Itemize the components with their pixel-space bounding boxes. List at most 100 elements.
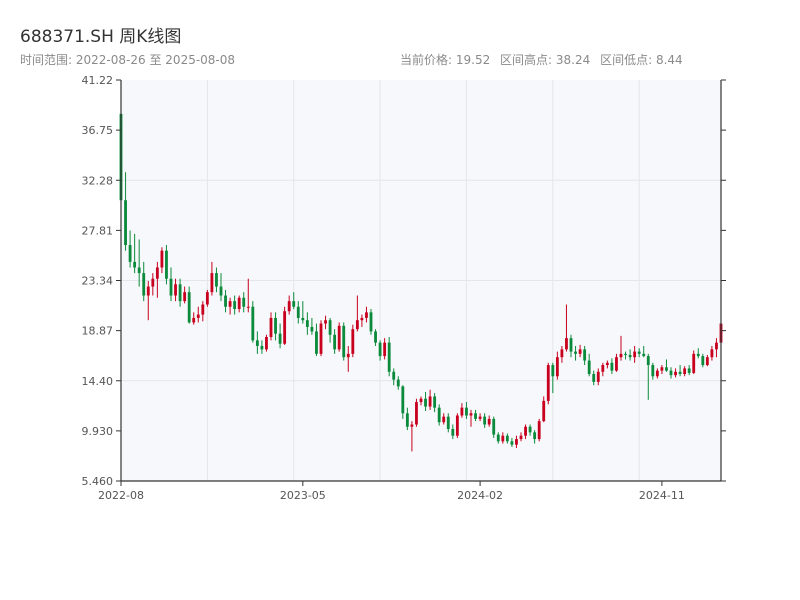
candle-body bbox=[283, 311, 287, 344]
candle-body bbox=[619, 353, 623, 358]
candle-body bbox=[646, 356, 650, 366]
candle-down bbox=[142, 261, 146, 302]
candle-down bbox=[124, 172, 127, 251]
x-tick-label: 2023-05 bbox=[280, 489, 326, 502]
candle-body bbox=[483, 416, 487, 425]
candle-body bbox=[710, 349, 714, 358]
y-axis-labels: 41.22 36.75 32.28 27.81 23.34 18.87 14.40 9.930… bbox=[82, 74, 114, 488]
x-tick-label: 2024-11 bbox=[639, 489, 685, 502]
candle-up bbox=[269, 312, 273, 341]
candle-down bbox=[574, 345, 577, 361]
candle-body bbox=[151, 278, 155, 287]
candle-body bbox=[310, 326, 314, 332]
candle-down bbox=[474, 409, 477, 422]
candle-up bbox=[578, 344, 582, 358]
candle-down bbox=[274, 312, 277, 341]
candle-up bbox=[192, 312, 196, 325]
candle-body bbox=[505, 435, 509, 442]
candle-body bbox=[428, 396, 432, 407]
y-tick-label: 23.34 bbox=[82, 275, 114, 288]
candle-up bbox=[246, 278, 250, 313]
candle-up bbox=[283, 306, 287, 345]
current-price: 当前价格: 19.52 bbox=[400, 53, 491, 67]
candle-down bbox=[637, 348, 641, 358]
candle-up bbox=[237, 295, 241, 313]
candle-down bbox=[251, 301, 255, 343]
candle-body bbox=[492, 418, 496, 435]
candle-down bbox=[451, 424, 455, 440]
candles bbox=[119, 113, 723, 452]
candle-up bbox=[537, 418, 541, 442]
candle-down bbox=[301, 301, 305, 324]
candle-down bbox=[669, 367, 673, 379]
candle-up bbox=[419, 396, 423, 406]
candle-body bbox=[224, 295, 227, 307]
candle-up bbox=[196, 306, 200, 323]
candle-body bbox=[624, 353, 627, 355]
candle-up bbox=[319, 320, 323, 357]
candle-down bbox=[310, 317, 314, 335]
candle-body bbox=[237, 297, 241, 309]
candle-up bbox=[555, 351, 559, 380]
candle-down bbox=[569, 334, 573, 358]
candle-body bbox=[315, 331, 318, 354]
candle-body bbox=[601, 365, 605, 372]
candle-down bbox=[651, 362, 655, 380]
candle-up bbox=[360, 314, 364, 327]
candle-body bbox=[196, 314, 200, 318]
candle-body bbox=[683, 368, 687, 375]
candle-up bbox=[442, 413, 446, 425]
candle-up bbox=[524, 424, 527, 440]
candle-body bbox=[205, 292, 209, 305]
candle-up bbox=[228, 297, 232, 315]
candle-body bbox=[201, 304, 205, 315]
candle-body bbox=[401, 386, 405, 414]
candle-down bbox=[255, 331, 259, 354]
candle-down bbox=[242, 292, 246, 313]
candle-down bbox=[483, 413, 487, 428]
candle-up bbox=[710, 345, 714, 361]
candle-body bbox=[415, 402, 418, 425]
candle-up bbox=[183, 286, 187, 304]
candle-down bbox=[260, 340, 264, 354]
candle-up bbox=[655, 368, 659, 379]
candle-down bbox=[401, 385, 405, 419]
candle-down bbox=[215, 267, 218, 293]
candle-up bbox=[365, 306, 368, 323]
candle-down bbox=[610, 358, 614, 375]
candle-down bbox=[374, 329, 377, 346]
candle-body bbox=[374, 331, 377, 343]
candle-up bbox=[201, 301, 205, 322]
candle-down bbox=[665, 359, 668, 372]
candle-up bbox=[160, 247, 164, 274]
candle-down bbox=[178, 278, 182, 307]
period-low: 区间低点: 8.44 bbox=[600, 53, 683, 67]
candle-up bbox=[205, 289, 209, 307]
price-stats: 当前价格: 19.52 区间高点: 38.24 区间低点: 8.44 bbox=[400, 51, 689, 68]
candle-body bbox=[642, 353, 646, 357]
x-tick-label: 2022-08 bbox=[98, 489, 144, 502]
candle-body bbox=[605, 362, 609, 366]
candle-up bbox=[605, 360, 609, 369]
candle-up bbox=[460, 403, 464, 418]
candle-body bbox=[555, 357, 559, 377]
axes bbox=[116, 79, 726, 486]
candle-body bbox=[351, 329, 355, 354]
candle-down bbox=[624, 351, 627, 360]
candle-down bbox=[396, 376, 400, 390]
candle-up bbox=[265, 334, 268, 352]
candle-down bbox=[392, 368, 396, 386]
candle-down bbox=[224, 289, 227, 313]
candle-body bbox=[587, 360, 591, 375]
candle-body bbox=[460, 407, 464, 416]
candle-body bbox=[655, 370, 659, 377]
candle-body bbox=[405, 413, 409, 427]
y-tick-label: 32.28 bbox=[82, 174, 114, 187]
candle-body bbox=[342, 325, 346, 358]
candle-body bbox=[137, 267, 141, 274]
candle-up bbox=[383, 338, 387, 360]
candle-down bbox=[687, 365, 691, 376]
candle-up bbox=[155, 261, 159, 298]
candle-body bbox=[692, 353, 696, 373]
